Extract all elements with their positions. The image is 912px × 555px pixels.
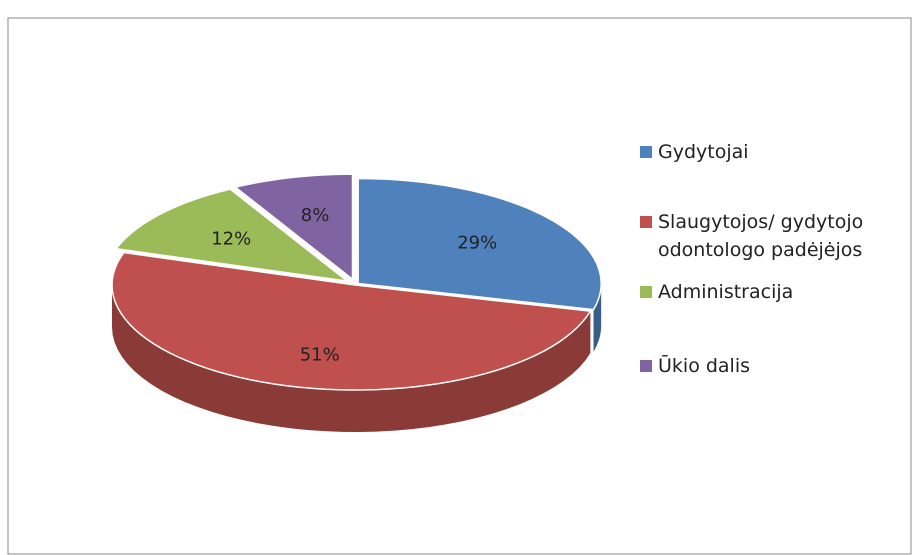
slice-side [112, 285, 591, 432]
legend: Gydytojai Slaugytojos/ gydytojo odontolog… [640, 138, 902, 380]
data-label: 8% [301, 205, 330, 226]
legend-swatch [640, 286, 652, 298]
slice [233, 173, 354, 281]
slice-side [593, 283, 602, 352]
legend-label: Slaugytojos/ gydytojo odontologo padėjėj… [658, 211, 864, 261]
data-label: 51% [300, 344, 340, 365]
legend-label: Ūkio dalis [658, 355, 751, 377]
legend-label: Gydytojai [658, 141, 749, 163]
data-label: 29% [457, 233, 497, 254]
chart-frame [7, 17, 912, 555]
legend-swatch [640, 216, 652, 228]
legend-item: Slaugytojos/ gydytojo odontologo padėjėj… [640, 208, 902, 264]
legend-item: Administracija [640, 278, 902, 306]
slice [111, 251, 592, 391]
legend-label: Administracija [658, 281, 794, 303]
slice [357, 177, 602, 311]
legend-swatch [640, 146, 652, 158]
slice [114, 188, 350, 283]
slice-sides [112, 283, 602, 432]
legend-item: Gydytojai [640, 138, 902, 166]
legend-item: Ūkio dalis [640, 352, 902, 380]
data-label: 12% [211, 229, 251, 250]
legend-swatch [640, 360, 652, 372]
